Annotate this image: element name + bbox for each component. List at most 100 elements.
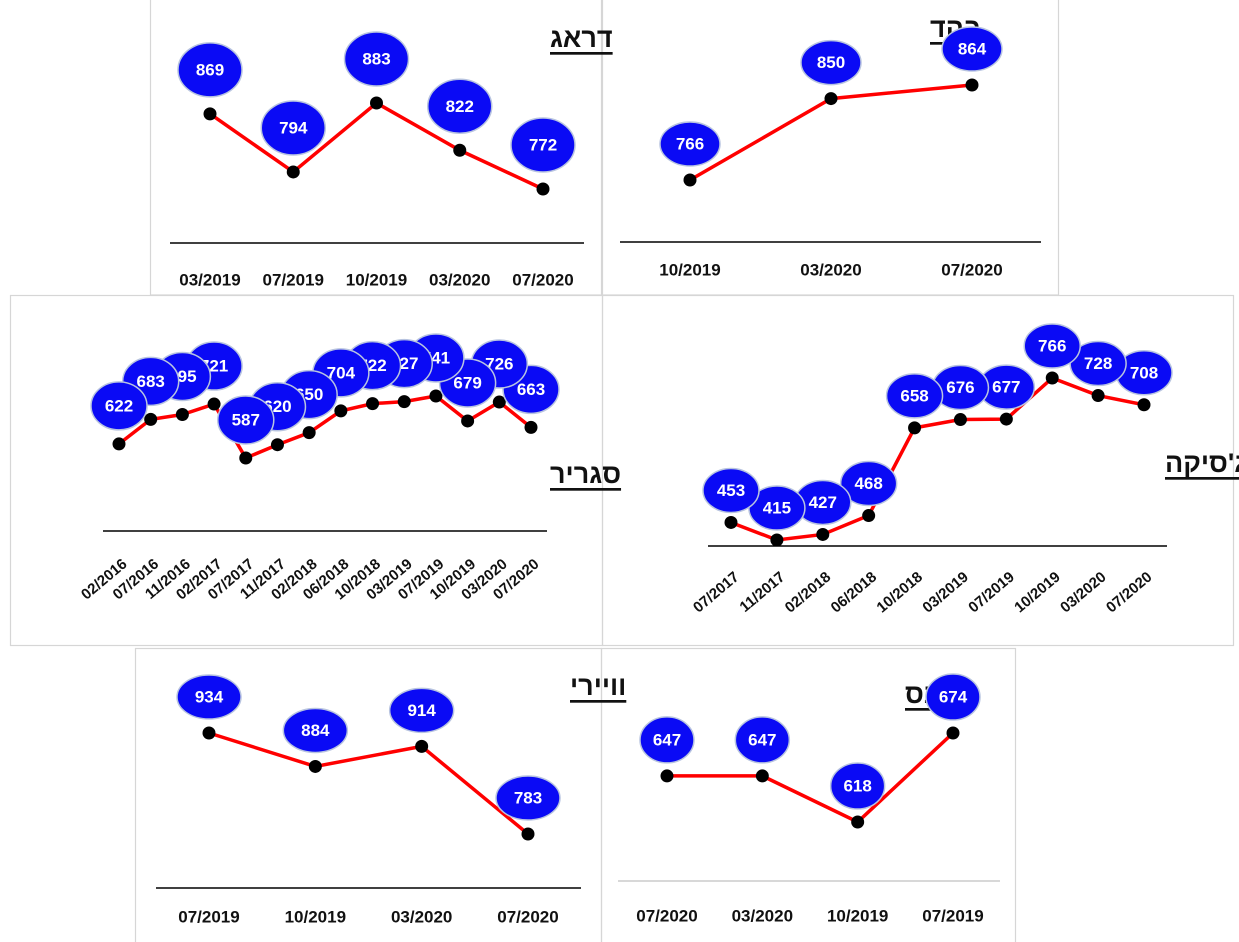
data-point xyxy=(202,726,216,740)
x-tick-label: 03/2020 xyxy=(732,907,793,926)
data-label: 453 xyxy=(717,481,745,500)
value-bubble: 674 xyxy=(925,673,981,721)
x-tick-label: 11/2017 xyxy=(737,568,789,615)
data-label: 622 xyxy=(105,396,133,415)
data-label: 679 xyxy=(453,373,481,392)
data-point xyxy=(286,165,300,179)
value-bubble: 772 xyxy=(510,117,576,173)
x-tick-label: 03/2019 xyxy=(919,568,971,616)
x-tick-label: 07/2019 xyxy=(178,908,239,927)
x-tick-label: 10/2019 xyxy=(659,261,720,280)
x-tick-label: 10/2019 xyxy=(285,908,346,927)
data-point xyxy=(112,437,126,451)
value-bubble: 618 xyxy=(829,762,886,810)
data-point xyxy=(824,92,838,106)
line-series xyxy=(730,375,1145,542)
chart-title: סגריר xyxy=(550,459,621,489)
x-tick-label: 10/2019 xyxy=(346,271,407,290)
data-label: 914 xyxy=(407,701,436,720)
bubble xyxy=(925,673,981,721)
x-tick-label: 10/2019 xyxy=(1011,568,1063,616)
data-point xyxy=(415,739,429,753)
bubble xyxy=(176,674,242,720)
data-label: 883 xyxy=(362,50,390,69)
data-label: 676 xyxy=(946,378,974,397)
value-bubble: 794 xyxy=(260,100,326,156)
data-point xyxy=(1137,398,1151,412)
bubble xyxy=(510,117,576,173)
panel xyxy=(601,294,1235,647)
data-label: 783 xyxy=(514,789,542,808)
data-point xyxy=(521,827,535,841)
data-label: 587 xyxy=(232,411,260,430)
x-tick-label: 07/2017 xyxy=(690,568,742,616)
data-label: 772 xyxy=(529,136,557,155)
data-label: 726 xyxy=(485,355,513,374)
data-point xyxy=(461,414,475,428)
x-tick-label: 03/2020 xyxy=(391,908,452,927)
data-point xyxy=(524,420,538,434)
data-point xyxy=(965,78,979,92)
data-point xyxy=(492,395,506,409)
data-label: 677 xyxy=(992,378,1020,397)
bubble xyxy=(885,373,944,419)
x-tick-label: 07/2020 xyxy=(1103,568,1155,616)
data-point xyxy=(851,815,865,829)
data-label: 864 xyxy=(958,40,987,59)
data-point xyxy=(816,527,830,541)
data-label: 884 xyxy=(301,721,330,740)
x-tick-label: 02/2018 xyxy=(782,568,834,616)
data-point xyxy=(175,408,189,422)
chart-title: דראג xyxy=(550,23,613,53)
x-tick-label: 07/2019 xyxy=(263,271,324,290)
bubble xyxy=(90,381,148,431)
chart-title: וויירי xyxy=(570,671,626,701)
bubble xyxy=(829,762,886,810)
data-label: 766 xyxy=(1038,337,1066,356)
bubble xyxy=(343,31,410,87)
value-bubble: 658 xyxy=(885,373,944,419)
value-bubble: 884 xyxy=(282,707,349,754)
data-point xyxy=(770,533,784,547)
data-point xyxy=(862,509,876,523)
value-bubble: 864 xyxy=(941,26,1003,72)
data-label: 618 xyxy=(843,777,871,796)
data-point xyxy=(453,143,467,157)
data-label: 704 xyxy=(327,363,356,382)
data-label: 647 xyxy=(748,730,776,749)
data-point xyxy=(1045,371,1059,385)
data-point xyxy=(370,96,383,110)
bubble xyxy=(1023,323,1081,369)
x-tick-label: 03/2020 xyxy=(1057,568,1109,616)
chart-title: ג'סיקה xyxy=(1165,448,1239,478)
data-label: 766 xyxy=(676,135,704,154)
x-tick-label: 10/2019 xyxy=(827,907,888,926)
value-bubble: 883 xyxy=(343,31,410,87)
data-point xyxy=(429,389,443,403)
data-point xyxy=(308,759,322,773)
data-point xyxy=(302,426,316,440)
data-point xyxy=(239,451,253,465)
value-bubble: 783 xyxy=(495,775,561,821)
panel xyxy=(600,647,1017,942)
data-label: 869 xyxy=(196,60,224,79)
value-bubble: 622 xyxy=(90,381,148,431)
panel-borders xyxy=(9,0,1235,942)
x-tick-label: 07/2019 xyxy=(922,907,983,926)
bubble xyxy=(839,460,898,507)
data-point xyxy=(683,173,697,187)
bubble xyxy=(388,687,455,734)
data-label: 728 xyxy=(1084,354,1112,373)
value-bubble: 934 xyxy=(176,674,242,720)
data-label: 822 xyxy=(446,97,474,116)
x-tick-label: 07/2020 xyxy=(941,261,1002,280)
x-tick-label: 03/2020 xyxy=(429,271,490,290)
data-label: 683 xyxy=(137,372,165,391)
bubble xyxy=(217,395,275,445)
data-label: 468 xyxy=(854,474,882,493)
value-bubble: 869 xyxy=(177,42,243,98)
value-bubble: 822 xyxy=(427,78,493,135)
data-label: 658 xyxy=(900,386,928,405)
data-point xyxy=(207,397,221,411)
